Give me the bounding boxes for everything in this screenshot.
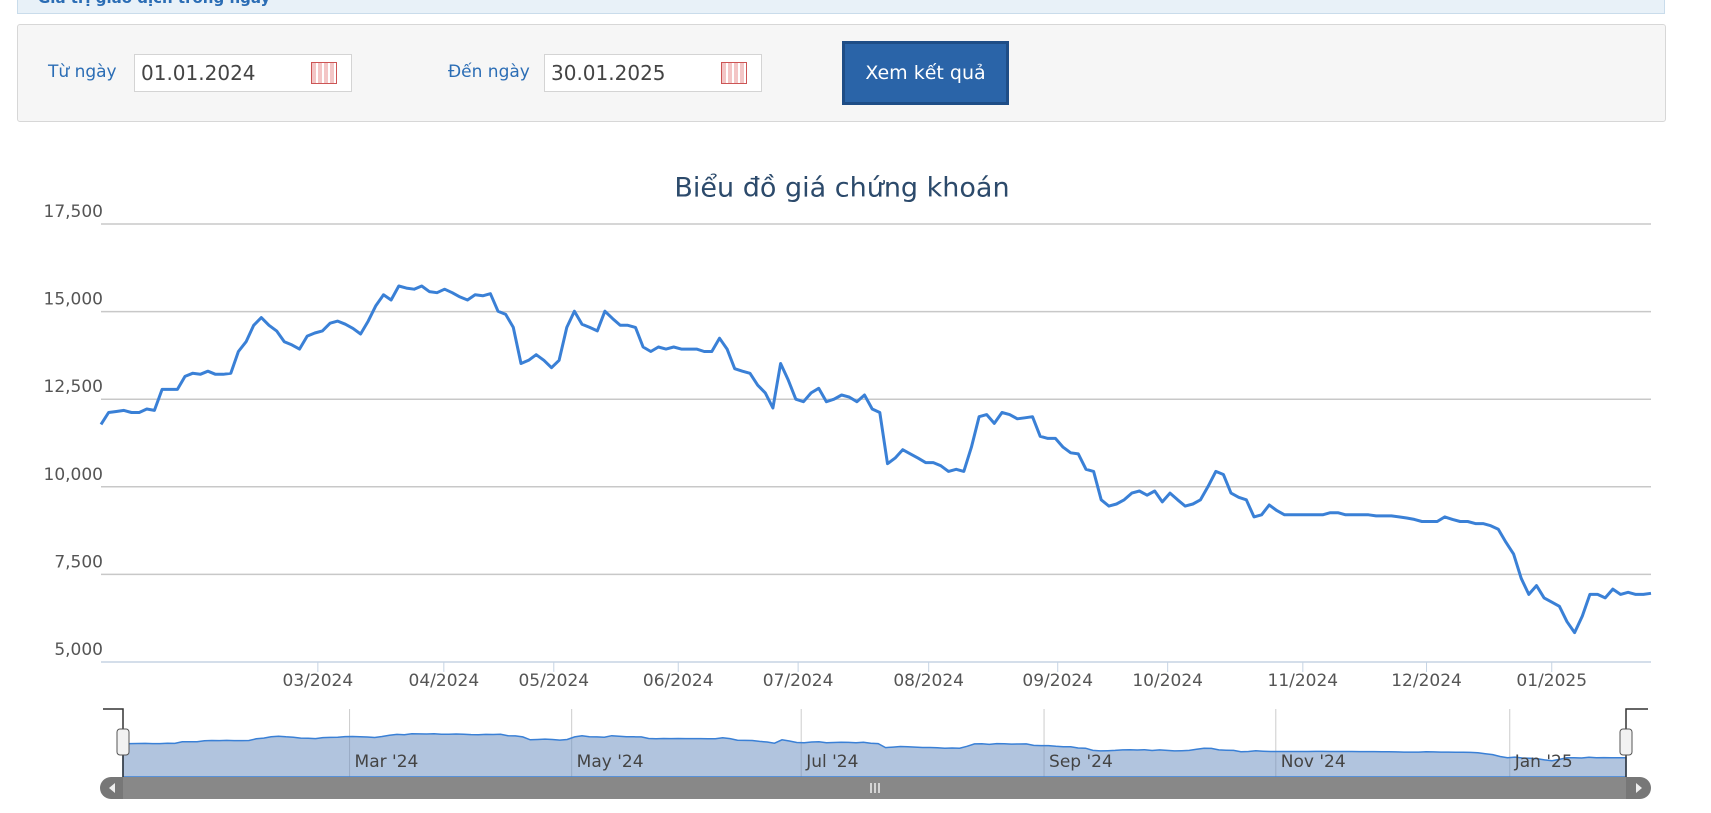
y-tick-label: 5,000	[54, 640, 103, 660]
price-line	[99, 284, 1652, 635]
x-tick-label: 11/2024	[1268, 671, 1339, 691]
x-tick-label: 12/2024	[1391, 671, 1462, 691]
from-input[interactable]: 01.01.2024	[134, 54, 352, 92]
y-tick-label: 10,000	[44, 465, 103, 485]
y-tick-label: 17,500	[44, 202, 103, 222]
x-tick-label: 07/2024	[763, 671, 834, 691]
submit-button[interactable]: Xem kết quả	[842, 41, 1009, 105]
y-tick-label: 15,000	[44, 290, 103, 310]
x-tick-label: 06/2024	[643, 671, 714, 691]
navigator-handle[interactable]	[116, 728, 130, 756]
to-value: 30.01.2025	[551, 61, 666, 85]
x-tick-label: 01/2025	[1516, 671, 1587, 691]
scroll-grip	[870, 783, 880, 793]
scroll-arrow-right[interactable]	[1636, 783, 1642, 793]
navigator-label: Sep '24	[1049, 752, 1113, 772]
navigator-label: Jul '24	[805, 752, 858, 772]
from-label: Từ ngày	[48, 62, 117, 82]
navigator-handle[interactable]	[1619, 728, 1633, 756]
from-value: 01.01.2024	[141, 61, 256, 85]
calendar-icon[interactable]	[721, 62, 747, 84]
x-tick-label: 08/2024	[893, 671, 964, 691]
navigator-label: Jan '25	[1514, 752, 1573, 772]
to-input[interactable]: 30.01.2025	[544, 54, 762, 92]
navigator-label: Nov '24	[1281, 752, 1346, 772]
y-tick-label: 12,500	[44, 377, 103, 397]
x-tick-label: 09/2024	[1022, 671, 1093, 691]
navigator-label: May '24	[577, 752, 644, 772]
chart-title: Biểu đồ giá chứng khoán	[674, 173, 1009, 204]
navigator-area	[122, 732, 1627, 778]
to-label: Đến ngày	[448, 62, 530, 82]
x-tick-label: 05/2024	[518, 671, 589, 691]
scroll-arrow-left[interactable]	[109, 783, 115, 793]
x-tick-label: 10/2024	[1132, 671, 1203, 691]
x-tick-label: 04/2024	[409, 671, 480, 691]
navigator-label: Mar '24	[355, 752, 419, 772]
x-tick-label: 03/2024	[283, 671, 354, 691]
y-tick-label: 7,500	[54, 552, 103, 572]
section-header: Giá trị giao dịch trong ngày	[17, 0, 1665, 14]
calendar-icon[interactable]	[311, 62, 337, 84]
